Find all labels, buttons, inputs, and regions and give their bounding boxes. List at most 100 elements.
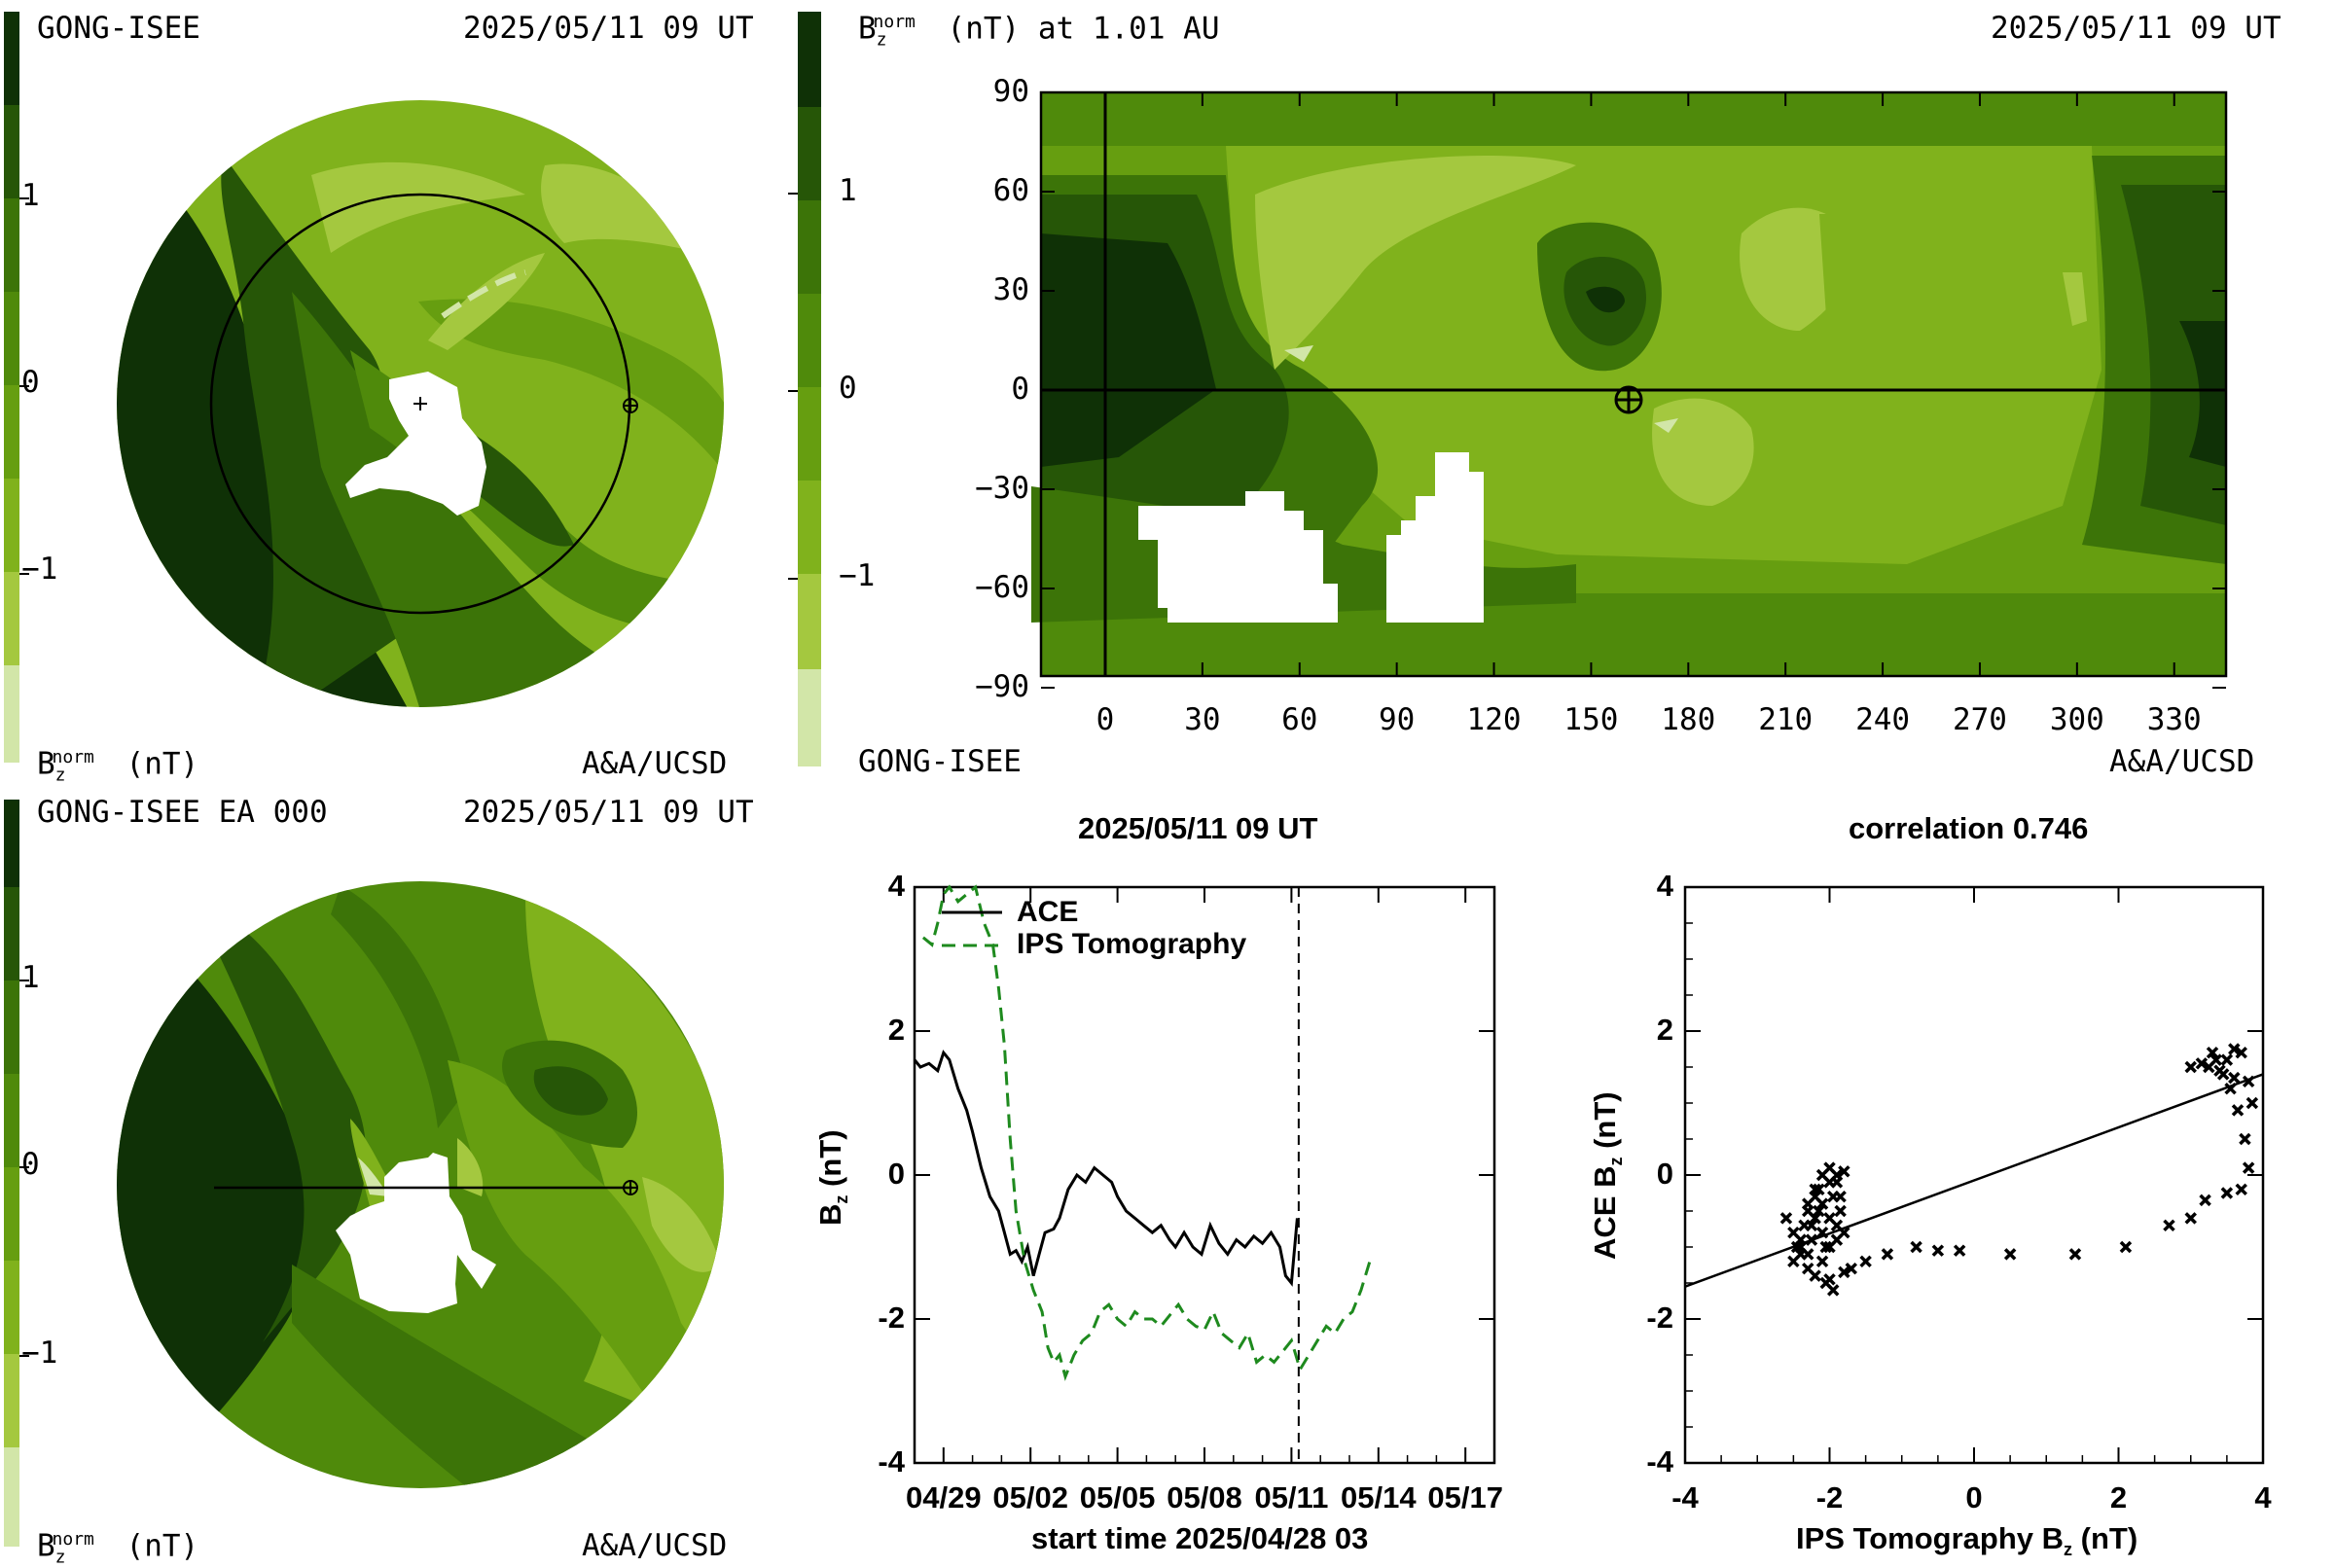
scatter-point (1834, 1190, 1847, 1203)
panel-tl-source: GONG-ISEE (37, 11, 200, 46)
map-xtick-label: 90 (1378, 702, 1416, 737)
scatter-point (1813, 1204, 1825, 1218)
panel-tl-cbar-tick-1: 1 (21, 178, 40, 213)
scatter-point (2184, 1212, 2197, 1225)
scatter-xtick-label: -2 (1815, 1480, 1844, 1515)
scatter-point (2195, 1057, 2209, 1070)
scatter-point (1815, 1255, 1829, 1268)
scatter-ytick-label: 4 (1656, 869, 1673, 903)
scatter-ylabel: ACE Bz (nT) (1588, 1091, 1627, 1260)
map-ytick-label: 60 (992, 173, 1029, 208)
scatter-xtick-label: 0 (1965, 1480, 1983, 1515)
map-xtick-label: 60 (1281, 702, 1318, 737)
scatter-point (2199, 1194, 2211, 1207)
scatter-ytick-label: 2 (1656, 1013, 1673, 1047)
line-chart-xlabel: start time 2025/04/28 03 (1031, 1521, 1369, 1555)
scatter-point (1826, 1284, 1840, 1297)
scatter-point (1813, 1183, 1825, 1196)
panel-bl-cbar-tick-0: 0 (21, 1147, 40, 1182)
scatter-point (2003, 1248, 2017, 1261)
earth-symbol-map (1614, 385, 1643, 414)
scatter-xlabel: IPS Tomography Bz (nT) (1796, 1521, 2138, 1560)
scatter-point (2235, 1183, 2247, 1196)
panel-tr-cbar-tick-1: 1 (839, 173, 857, 208)
panel-tr-source: GONG-ISEE (858, 744, 1022, 779)
scatter-chart (1683, 885, 2265, 1465)
panel-bl-source: GONG-ISEE EA 000 (37, 795, 328, 830)
series-ips-line (921, 884, 1372, 1381)
map-xtick-label: 300 (2049, 702, 2104, 737)
scatter-point (2231, 1104, 2245, 1117)
data-gap-top-left (345, 372, 486, 516)
scatter-point (1794, 1240, 1808, 1254)
line-ytick-label: 2 (887, 1013, 905, 1047)
map-xtick-label: 0 (1096, 702, 1115, 737)
scatter-point (1881, 1248, 1894, 1261)
panel-tr-cbar-tick-m1: −1 (839, 558, 876, 593)
scatter-point (1809, 1183, 1821, 1196)
map-ytick-label: −30 (975, 471, 1029, 506)
scatter-point (1809, 1212, 1821, 1225)
scatter-point (2242, 1161, 2255, 1174)
map-ytick-label: 90 (992, 74, 1029, 109)
panel-tr-title: Bznorm (nT) at 1.01 AU (858, 11, 1220, 51)
scatter-point (1809, 1269, 1821, 1282)
scatter-point (1819, 1240, 1833, 1254)
legend-ips-label: IPS Tomography (1017, 928, 1247, 960)
map-xtick-label: 120 (1466, 702, 1522, 737)
map-xtick-label: 180 (1661, 702, 1716, 737)
earth-symbol-top-left (623, 398, 638, 413)
line-xtick-label: 05/02 (992, 1480, 1068, 1515)
scatter-ytick-label: -2 (1646, 1301, 1673, 1335)
colorbar-top-right (788, 12, 821, 766)
scatter-point (1779, 1212, 1793, 1225)
scatter-point (2206, 1046, 2219, 1059)
scatter-point (2163, 1219, 2175, 1232)
line-ytick-label: 0 (887, 1157, 905, 1191)
scatter-point (1838, 1165, 1850, 1178)
line-chart-title: 2025/05/11 09 UT (1078, 811, 1318, 845)
scatter-point (1834, 1204, 1847, 1218)
scatter-point (1845, 1262, 1858, 1275)
panel-bl-cbar-tick-m1: −1 (21, 1336, 58, 1371)
latlon-map (1031, 90, 2228, 689)
panel-tr-time: 2025/05/11 09 UT (1991, 11, 2281, 46)
line-chart (913, 884, 1496, 1465)
scatter-ytick-label: -4 (1646, 1444, 1673, 1479)
map-xtick-label: 330 (2146, 702, 2202, 737)
line-ytick-label: -2 (878, 1301, 905, 1335)
scatter-point (1830, 1233, 1844, 1246)
scatter-point (2068, 1248, 2082, 1261)
panel-tl-cbar-tick-0: 0 (21, 365, 40, 400)
scatter-point (1805, 1219, 1818, 1232)
scatter-point (1790, 1240, 1804, 1254)
line-chart-ylabel: Bz (nT) (813, 1129, 852, 1226)
colorbar-top-left (4, 12, 29, 763)
map-ytick-label: 0 (1011, 372, 1029, 407)
sun-center-marker-top-left (413, 397, 427, 410)
map-xtick-label: 210 (1758, 702, 1814, 737)
scatter-point (1815, 1197, 1829, 1210)
line-xtick-label: 05/14 (1341, 1480, 1417, 1515)
panel-bl-unit: Bznorm (nT) (37, 1528, 199, 1568)
scatter-point (2245, 1096, 2259, 1110)
scatter-point (1815, 1226, 1829, 1239)
scatter-point (2213, 1064, 2226, 1077)
panel-tl-cbar-tick-m1: −1 (21, 552, 58, 587)
panel-tl-time: 2025/05/11 09 UT (463, 11, 754, 46)
scatter-point (1859, 1255, 1872, 1268)
panel-tl-unit: Bznorm (nT) (37, 746, 199, 786)
scatter-point (1953, 1244, 1966, 1257)
scatter-xtick-label: -4 (1671, 1480, 1699, 1515)
scatter-xtick-label: 2 (2109, 1480, 2128, 1515)
line-xtick-label: 05/17 (1427, 1480, 1503, 1515)
scatter-point (2239, 1132, 2251, 1146)
colorbar-bottom-left (4, 800, 29, 1547)
scatter-point (2228, 1071, 2241, 1085)
scatter-point (2242, 1075, 2255, 1088)
panel-tl-credit: A&A/UCSD (582, 746, 728, 781)
scatter-point (1805, 1233, 1818, 1246)
panel-bl-cbar-tick-1: 1 (21, 960, 40, 995)
line-ytick-label: -4 (878, 1444, 905, 1479)
